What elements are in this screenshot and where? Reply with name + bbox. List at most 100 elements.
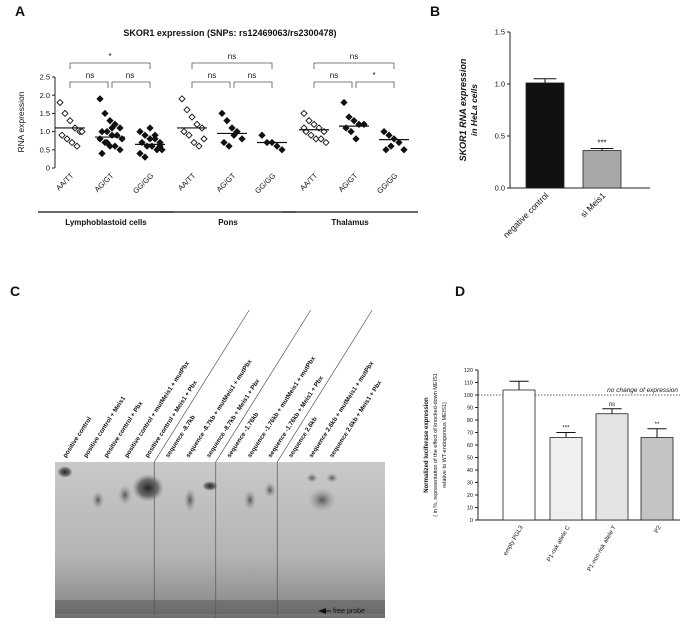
x-tick-label: empty PGL3 [503, 524, 525, 556]
y-tick-label: 1.5 [495, 28, 505, 37]
y-tick-label: 60 [467, 443, 473, 449]
data-point [146, 124, 154, 132]
gel-spot [57, 466, 73, 478]
y-tick-label: 0 [46, 164, 50, 173]
data-point [61, 109, 69, 118]
gel-spot [326, 473, 338, 483]
data-point [151, 131, 159, 139]
panel-label: A [15, 3, 25, 19]
lane-separator [153, 309, 250, 618]
x-tick-label: GG/GG [253, 171, 277, 195]
significance-label: ns [208, 71, 216, 80]
x-tick-label: P1-risk allele C [546, 524, 572, 563]
x-tick-label: AA/TT [54, 171, 76, 193]
significance-label: ns [248, 71, 256, 80]
data-point [178, 95, 186, 103]
y-axis-label: Normalized luciferase expression [424, 397, 430, 493]
x-tick-label: AA/TT [298, 171, 320, 193]
data-point [111, 142, 119, 150]
significance-label: ** [655, 422, 660, 428]
gel-spot [184, 488, 196, 512]
bar [549, 437, 583, 521]
x-tick-label: si Meis1 [578, 190, 607, 219]
data-point [317, 135, 325, 143]
panel-label: C [10, 283, 20, 299]
data-point [228, 124, 236, 132]
data-point [68, 138, 76, 147]
significance-label: * [372, 71, 375, 80]
data-point [106, 142, 114, 150]
lane-separator [215, 309, 312, 618]
data-point [108, 124, 116, 132]
data-point [103, 127, 111, 136]
significance-bracket [111, 81, 151, 88]
data-point [116, 124, 124, 132]
data-point [195, 142, 203, 150]
y-tick-label: 20 [467, 493, 473, 499]
gel [55, 462, 385, 618]
data-point [347, 127, 355, 136]
data-point [58, 131, 66, 139]
reference-label: no change of expression [607, 387, 678, 394]
y-tick-label: 70 [467, 430, 473, 436]
data-point [300, 124, 308, 132]
data-point [258, 131, 266, 139]
y-axis-label: RNA expression [16, 91, 26, 152]
lane-separator [276, 309, 373, 618]
data-point [218, 109, 226, 118]
data-point [307, 131, 315, 139]
arrow [318, 608, 326, 614]
y-tick-label: 110 [464, 380, 473, 386]
gel-spot [202, 481, 218, 491]
significance-label: ns [126, 71, 134, 80]
data-point [66, 117, 74, 125]
gel-spot [92, 491, 104, 509]
significance-bracket [313, 62, 395, 69]
gel-spot [244, 490, 256, 510]
data-point [183, 106, 191, 114]
data-point [345, 113, 353, 121]
significance-label: * [108, 52, 111, 61]
data-point [350, 117, 358, 125]
gel-band [55, 600, 385, 614]
group-label: Pons [218, 218, 238, 227]
bar [582, 150, 622, 189]
x-tick-label: negative control [501, 190, 551, 240]
significance-bracket [191, 81, 231, 88]
data-point [116, 146, 124, 154]
significance-bracket [233, 81, 273, 88]
group-label: Lymphoblastoid cells [65, 218, 147, 227]
panel-label: B [430, 3, 440, 19]
data-point [146, 135, 154, 143]
data-point [390, 135, 398, 143]
x-tick-label: AG/GT [337, 171, 360, 194]
data-point [136, 127, 144, 136]
chart-title: SKOR1 expression (SNPs: rs12469063/rs230… [123, 28, 336, 38]
data-point [310, 120, 318, 128]
data-point [385, 131, 393, 139]
significance-bracket [69, 62, 151, 69]
data-point [98, 127, 106, 136]
gel-spot [306, 473, 318, 483]
y-tick-label: 1.5 [40, 109, 50, 118]
y-tick-label: 0 [470, 518, 473, 524]
data-point [136, 149, 144, 158]
y-axis-label: in HeLa cells [469, 84, 479, 136]
data-point [273, 142, 281, 150]
data-point [193, 120, 201, 128]
bar [640, 437, 674, 521]
bar [502, 389, 536, 521]
lane-label: positive control + Pbx [103, 400, 145, 459]
y-tick-label: 2.5 [40, 73, 50, 82]
data-point [96, 95, 104, 103]
significance-label: ns [86, 71, 94, 80]
significance-label: ns [330, 71, 338, 80]
significance-label: *** [597, 138, 606, 147]
y-tick-label: 2.0 [40, 91, 50, 100]
x-tick-label: AA/TT [176, 171, 198, 193]
data-point [380, 127, 388, 136]
data-point [305, 117, 313, 125]
bar [595, 413, 629, 521]
y-tick-label: 10 [467, 505, 473, 511]
